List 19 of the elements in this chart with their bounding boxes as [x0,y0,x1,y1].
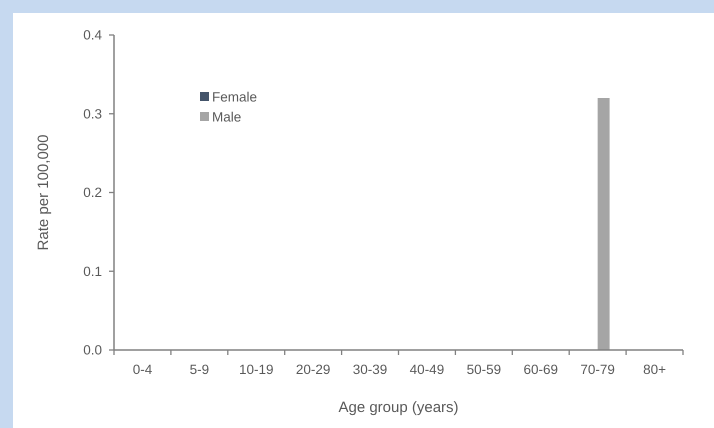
y-tick-label: 0.0 [83,342,102,358]
x-tick-label: 70-79 [580,362,615,377]
x-tick-label: 80+ [643,362,666,377]
x-tick-label: 10-19 [238,362,274,377]
x-tick-label: 40-49 [410,362,444,377]
x-axis-title: Age group (years) [338,399,459,416]
y-tick-label: 0.1 [83,264,102,279]
y-tick-label: 0.3 [83,106,102,122]
x-tick-label: 60-69 [523,362,558,377]
x-tick-label: 20-29 [296,362,330,377]
x-tick-label: 0-4 [132,362,153,377]
legend-label: Female [212,90,258,105]
x-tick-label: 50-59 [466,362,502,377]
legend-label: Male [212,110,242,125]
y-tick-label: 0.2 [83,185,102,200]
x-tick-label: 30-39 [352,362,388,377]
x-tick-label: 5-9 [190,362,210,377]
y-axis-title: Rate per 100,000 [35,134,52,250]
y-tick-label: 0.4 [83,28,102,43]
